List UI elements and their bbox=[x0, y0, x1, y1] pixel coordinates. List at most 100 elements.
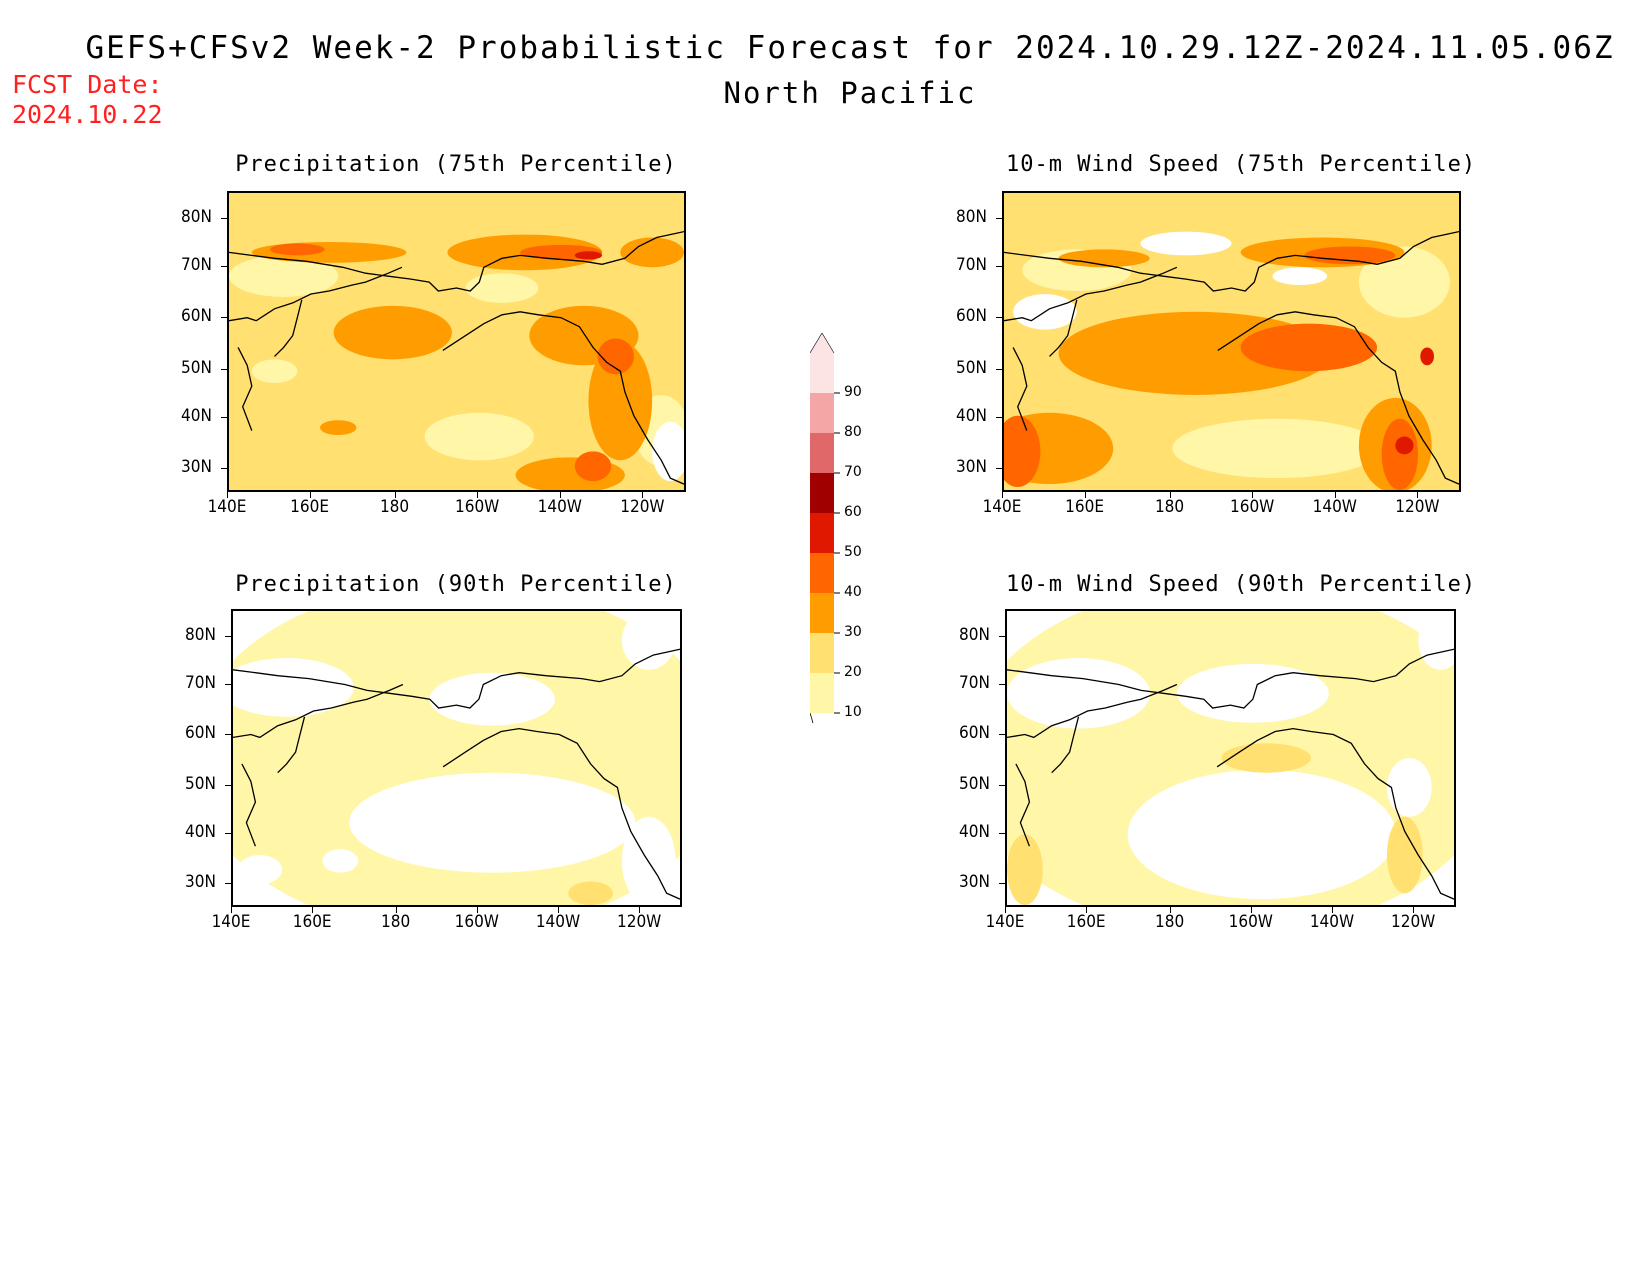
colorbar-swatch bbox=[810, 553, 834, 593]
lat-label: 30N bbox=[181, 456, 212, 477]
lon-label: 140W bbox=[1312, 497, 1357, 517]
lon-tick bbox=[1417, 492, 1419, 498]
lat-tick bbox=[996, 416, 1002, 418]
forecast-date-value: 2024.10.22 bbox=[12, 100, 163, 129]
lat-tick bbox=[225, 832, 231, 834]
lon-label: 120W bbox=[1395, 497, 1440, 517]
lon-label: 120W bbox=[616, 912, 662, 932]
probability-contour-c40 bbox=[1304, 246, 1396, 265]
coastline bbox=[1216, 727, 1454, 900]
coastline bbox=[277, 716, 306, 774]
lon-label: 140E bbox=[985, 912, 1025, 932]
coastline bbox=[1004, 266, 1178, 322]
map-wind-90th bbox=[1005, 609, 1456, 907]
lon-tick bbox=[476, 907, 478, 913]
lat-tick bbox=[225, 683, 231, 685]
lon-label: 160E bbox=[290, 497, 330, 517]
lat-label: 80N bbox=[956, 207, 987, 228]
figure-subtitle: North Pacific bbox=[723, 76, 977, 110]
lon-tick bbox=[639, 907, 641, 913]
lon-tick bbox=[312, 907, 314, 913]
lon-tick bbox=[395, 907, 397, 913]
colorbar-label: 90 bbox=[844, 384, 862, 400]
lon-tick bbox=[1252, 492, 1254, 498]
coastline bbox=[229, 230, 684, 292]
lon-tick bbox=[309, 492, 311, 498]
lat-label: 70N bbox=[181, 255, 212, 276]
coastline bbox=[241, 763, 257, 847]
colorbar-swatch bbox=[810, 393, 834, 433]
lat-tick bbox=[996, 368, 1002, 370]
probability-contour-c50 bbox=[1420, 347, 1434, 366]
colorbar-label: 60 bbox=[844, 504, 862, 520]
probability-contour-c10 bbox=[424, 412, 534, 461]
lon-label: 160W bbox=[1228, 912, 1273, 932]
lat-label: 60N bbox=[181, 306, 212, 327]
colorbar-swatch bbox=[810, 433, 834, 473]
map-field-svg bbox=[229, 193, 684, 490]
map-field-svg bbox=[1007, 611, 1454, 905]
probability-contour-c20 bbox=[1007, 834, 1043, 905]
lon-tick bbox=[231, 907, 232, 913]
probability-contour-none bbox=[233, 658, 354, 717]
lon-tick bbox=[1334, 492, 1336, 498]
colorbar-swatch bbox=[810, 513, 834, 553]
probability-contour-c10 bbox=[229, 255, 339, 297]
lat-tick bbox=[221, 218, 227, 220]
panel-title-precip75: Precipitation (75th Percentile) bbox=[235, 152, 677, 177]
probability-contour-none bbox=[429, 672, 555, 726]
lon-tick bbox=[477, 492, 479, 498]
coastline bbox=[237, 347, 253, 431]
lon-tick bbox=[557, 907, 559, 913]
lat-tick bbox=[225, 784, 231, 786]
lon-label: 120W bbox=[1390, 912, 1436, 932]
lat-label: 60N bbox=[185, 723, 216, 744]
lat-label: 50N bbox=[181, 357, 212, 378]
map-precip-75th bbox=[227, 191, 686, 492]
probability-contour-c10 bbox=[465, 273, 539, 303]
coastline bbox=[1049, 299, 1078, 357]
lon-tick bbox=[642, 492, 644, 498]
lat-tick bbox=[996, 266, 1002, 268]
coastline bbox=[1004, 230, 1459, 292]
lat-tick bbox=[996, 467, 1002, 469]
probability-contour-c10 bbox=[251, 359, 298, 384]
lat-label: 80N bbox=[959, 624, 990, 645]
lon-label: 140E bbox=[207, 497, 247, 517]
coastline bbox=[1007, 683, 1178, 739]
colorbar-swatch bbox=[810, 593, 834, 633]
lon-tick bbox=[1086, 907, 1088, 913]
probability-contour-none bbox=[237, 855, 283, 885]
probability-contour-c30 bbox=[588, 341, 653, 461]
colorbar-label: 30 bbox=[844, 624, 862, 640]
lon-label: 180 bbox=[381, 912, 411, 932]
colorbar-svg bbox=[809, 332, 840, 748]
probability-contour-none bbox=[652, 421, 684, 482]
lat-label: 80N bbox=[185, 624, 216, 645]
probability-contour-c40 bbox=[269, 243, 325, 256]
probability-contour-none bbox=[1007, 658, 1151, 729]
lat-label: 40N bbox=[959, 821, 990, 842]
panel-title-wind75: 10-m Wind Speed (75th Percentile) bbox=[1006, 152, 1477, 177]
lon-tick bbox=[1169, 907, 1171, 913]
colorbar-label: 70 bbox=[844, 464, 862, 480]
lon-tick bbox=[1084, 492, 1086, 498]
lat-label: 70N bbox=[185, 672, 216, 693]
map-field-svg bbox=[233, 611, 680, 905]
colorbar-label: 10 bbox=[844, 704, 862, 720]
probability-contour-c40 bbox=[1004, 415, 1041, 488]
lat-tick bbox=[996, 218, 1002, 220]
lat-label: 70N bbox=[956, 255, 987, 276]
lon-tick bbox=[1413, 907, 1415, 913]
lon-label: 160E bbox=[1065, 497, 1105, 517]
lon-label: 140W bbox=[1309, 912, 1355, 932]
lon-tick bbox=[394, 492, 396, 498]
probability-contour-c30 bbox=[333, 305, 452, 360]
figure-title: GEFS+CFSv2 Week-2 Probabilistic Forecast… bbox=[85, 30, 1615, 66]
lon-label: 140E bbox=[982, 497, 1022, 517]
lat-tick bbox=[996, 317, 1002, 319]
colorbar-label: 50 bbox=[844, 544, 862, 560]
colorbar-cap bbox=[809, 332, 835, 354]
probability-contour-none bbox=[1127, 769, 1396, 900]
probability-contour-c50 bbox=[574, 251, 603, 260]
